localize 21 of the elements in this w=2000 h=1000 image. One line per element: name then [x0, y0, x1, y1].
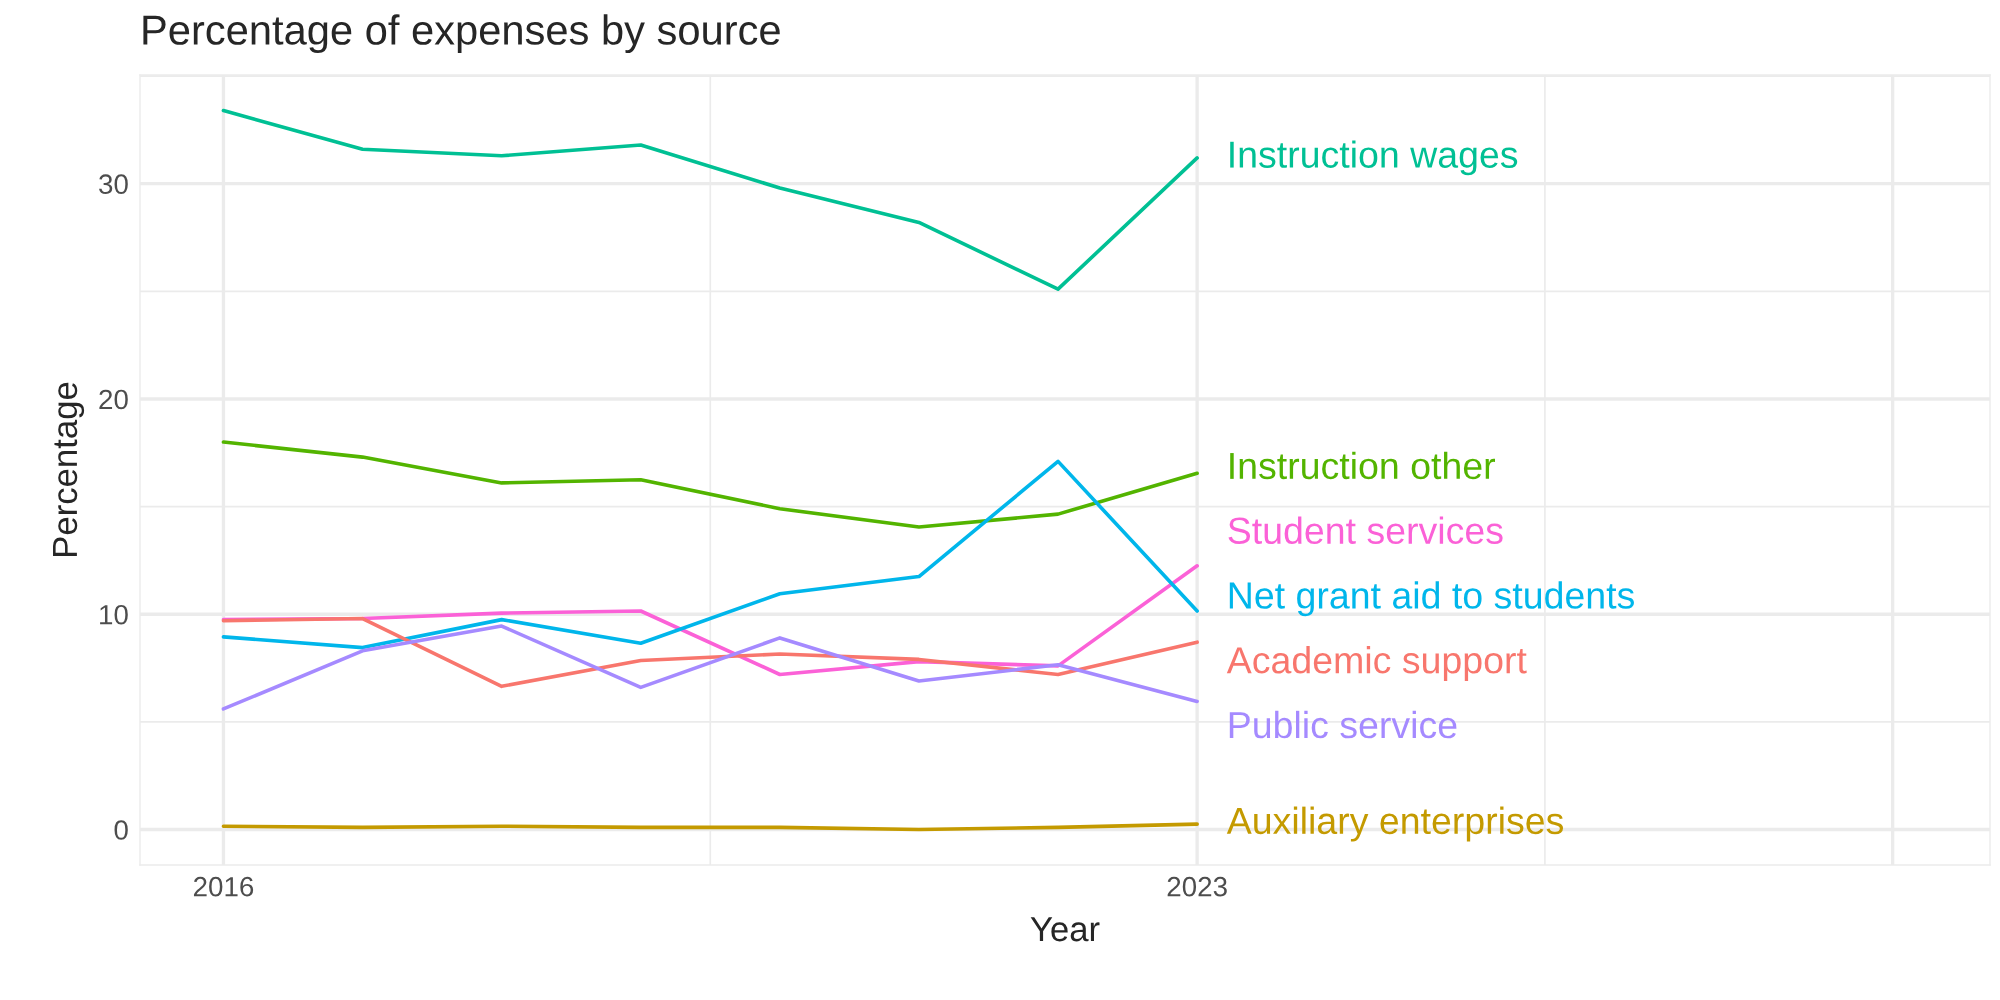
y-tick-label: 30	[99, 174, 128, 195]
y-tick-label: 10	[100, 604, 128, 625]
series-label: Student services	[1228, 516, 1503, 545]
y-tick-label: 0	[114, 820, 128, 840]
line-series	[221, 440, 1199, 529]
series-label: Net grant aid to students	[1229, 581, 1634, 617]
x-tick-label: 2023	[1167, 876, 1227, 897]
line-series	[221, 616, 1199, 689]
y-axis-title: Percentage	[53, 382, 85, 556]
series-label: Public service	[1229, 710, 1457, 739]
line-series	[221, 459, 1199, 650]
x-tick-label: 2016	[193, 876, 254, 897]
y-tick-label: 20	[99, 389, 128, 410]
series-label: Instruction other	[1230, 451, 1496, 480]
chart-title: Percentage of expenses by source	[143, 14, 780, 54]
series-label: Academic support	[1226, 646, 1527, 681]
series-label: Auxiliary enterprises	[1226, 806, 1564, 842]
series-label: Instruction wages	[1230, 140, 1518, 176]
x-axis-title: Year	[1030, 917, 1100, 942]
line-series	[221, 108, 1199, 291]
line-series	[221, 624, 1199, 711]
